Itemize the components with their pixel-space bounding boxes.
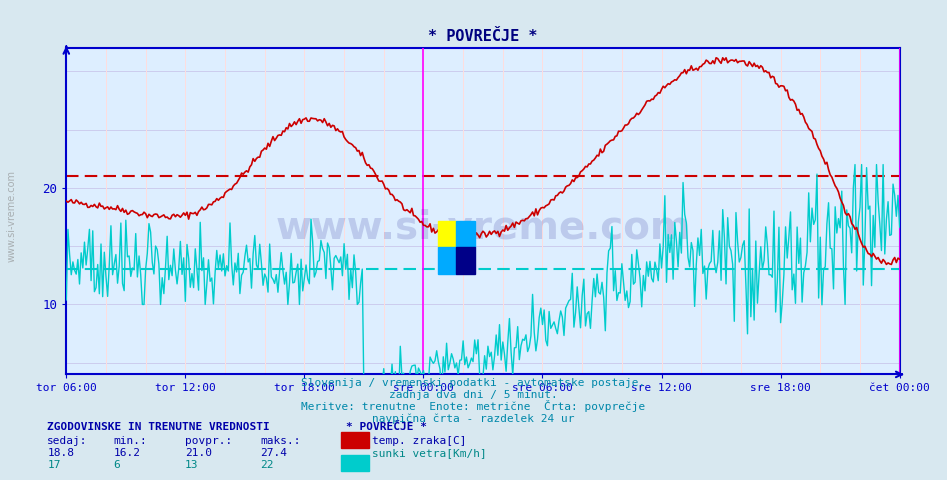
Title: * POVREČJE *: * POVREČJE * [428, 29, 538, 44]
Text: navpična črta - razdelek 24 ur: navpična črta - razdelek 24 ur [372, 414, 575, 424]
Bar [341, 455, 369, 471]
Text: 27.4: 27.4 [260, 448, 288, 458]
Text: Meritve: trenutne  Enote: metrične  Črta: povprečje: Meritve: trenutne Enote: metrične Črta: … [301, 400, 646, 412]
Text: zadnja dva dni / 5 minut.: zadnja dva dni / 5 minut. [389, 390, 558, 400]
Text: 16.2: 16.2 [114, 448, 141, 458]
Bar [456, 247, 475, 274]
Text: 21.0: 21.0 [185, 448, 212, 458]
Bar [438, 221, 456, 247]
Text: Slovenija / vremenski podatki - avtomatske postaje.: Slovenija / vremenski podatki - avtomats… [301, 378, 646, 388]
Text: 13: 13 [185, 460, 198, 470]
Text: * POVREČJE *: * POVREČJE * [346, 421, 427, 432]
Text: povpr.:: povpr.: [185, 436, 232, 446]
Text: maks.:: maks.: [260, 436, 301, 446]
Bar [438, 247, 456, 274]
Text: 6: 6 [114, 460, 120, 470]
Text: 22: 22 [260, 460, 274, 470]
Bar [341, 432, 369, 448]
Text: min.:: min.: [114, 436, 148, 446]
Text: sunki vetra[Km/h]: sunki vetra[Km/h] [372, 448, 487, 458]
Text: www.si-vreme.com: www.si-vreme.com [7, 170, 16, 262]
Text: ZGODOVINSKE IN TRENUTNE VREDNOSTI: ZGODOVINSKE IN TRENUTNE VREDNOSTI [47, 421, 270, 432]
Bar [456, 221, 475, 247]
Text: temp. zraka[C]: temp. zraka[C] [372, 436, 467, 446]
Text: www.si-vreme.com: www.si-vreme.com [276, 208, 690, 247]
Text: 17: 17 [47, 460, 61, 470]
Text: 18.8: 18.8 [47, 448, 75, 458]
Text: sedaj:: sedaj: [47, 436, 88, 446]
